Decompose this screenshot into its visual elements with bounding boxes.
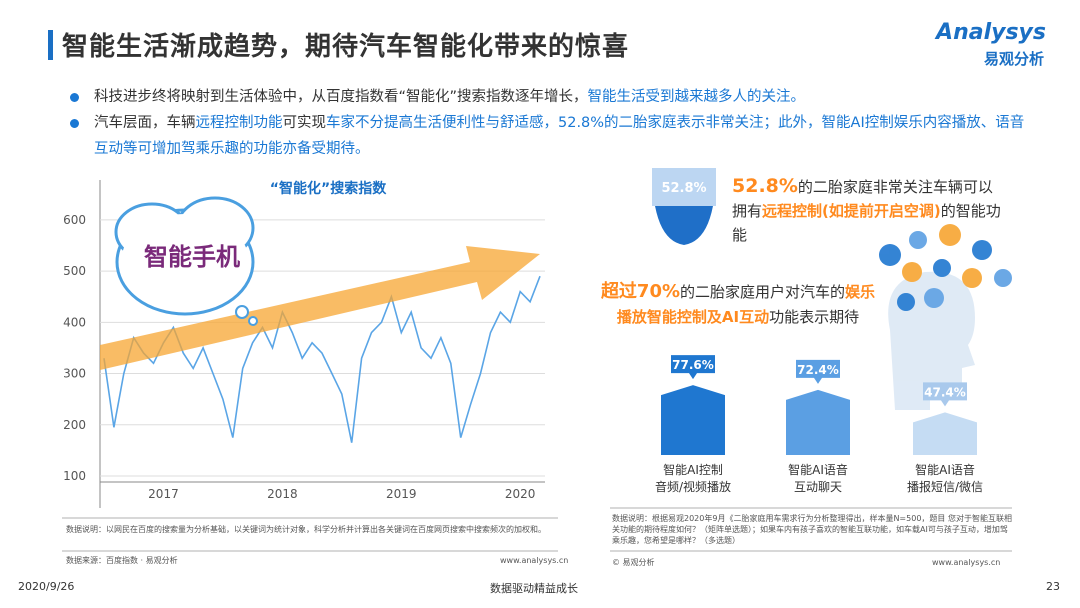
- note: 数据说明：以网民在百度的搜索量为分析基础，以关键词为统计对象，科学分析并计算出各…: [66, 525, 546, 534]
- source: 数据来源：百度指数 · 易观分析: [66, 556, 178, 565]
- bullet-text: 可实现: [282, 115, 327, 131]
- cloud-bubble: [235, 305, 249, 319]
- callout-text: 的二胎家庭非常关注车辆可以拥有: [732, 178, 993, 220]
- value-label: 77.6%: [672, 358, 714, 372]
- url: www.analysys.cn: [500, 556, 569, 565]
- bullet-text: 远程控制功能: [195, 115, 283, 131]
- cloud: [180, 201, 250, 255]
- icon: [962, 268, 982, 288]
- value-badge: [671, 355, 715, 380]
- title-accent: [48, 30, 53, 60]
- value-label: 72.4%: [797, 363, 839, 377]
- callout-text: 功能表示期待: [769, 308, 860, 326]
- logo-sub: 易观分析: [983, 50, 1044, 68]
- callout: 52.8%的二胎家庭非常关注车辆可以拥有远程控制(如提前开启空调)的智能功能: [732, 174, 1002, 247]
- icon: [902, 262, 922, 282]
- x-tick-label: 2020: [505, 487, 536, 501]
- icon: [994, 269, 1012, 287]
- value-badge: [923, 382, 967, 407]
- bar-layer: 77.6%智能AI控制音频/视频播放72.4%智能AI语音互动聊天47.4%智能…: [655, 355, 983, 494]
- bar: [913, 412, 977, 455]
- chart-title: “智能化”搜索指数: [270, 180, 387, 197]
- footer-slogan: 数据驱动精益成长: [490, 582, 578, 595]
- callout-text: 的智能功能: [732, 202, 1001, 244]
- icon: [897, 293, 915, 311]
- note: 数据说明：根据易观2020年9月《二胎家庭用车需求行为分析整理得出，样本量N=5…: [612, 514, 1012, 545]
- x-tick-label: 2017: [148, 487, 179, 501]
- footer-date: 2020/9/26: [18, 580, 75, 593]
- category-label: 互动聊天: [794, 480, 842, 494]
- bullet: 汽车层面，车辆远程控制功能可实现车家不分提高生活便利性与舒适感，52.8%的二胎…: [66, 110, 1026, 162]
- bullet-dot: [70, 93, 79, 102]
- icon: [972, 240, 992, 260]
- category-label: 智能AI语音: [915, 462, 975, 477]
- y-tick-label: 300: [63, 367, 86, 381]
- y-tick-label: 200: [63, 418, 86, 432]
- url: www.analysys.cn: [932, 558, 1001, 567]
- value-badge: [796, 359, 840, 384]
- bullet-text: 车家不分提高生活便利性与舒适感，52.8%的二胎家庭表示非常关注；此外，智能AI…: [94, 115, 1025, 157]
- head-icon: [879, 224, 1012, 410]
- callout-text: 超过70%: [600, 281, 681, 302]
- y-tick-label: 400: [63, 315, 86, 329]
- bullet-text: 科技进步终将映射到生活体验中，从百度指数看“智能化”搜索指数逐年增长，: [94, 89, 588, 105]
- x-tick-label: 2018: [267, 487, 298, 501]
- bullet-text: 智能生活受到越来越多人的关注。: [587, 89, 806, 105]
- bowl-top: [652, 168, 716, 206]
- callout: 超过70%的二胎家庭用户对汽车的娱乐播放智能控制及AI互动功能表示期待: [598, 279, 878, 330]
- y-tick-label: 100: [63, 469, 86, 483]
- icon: [924, 288, 944, 308]
- bar: [661, 385, 725, 455]
- bullets: 科技进步终将映射到生活体验中，从百度指数看“智能化”搜索指数逐年增长，智能生活受…: [66, 84, 1026, 162]
- category-label: 播报短信/微信: [907, 479, 983, 494]
- y-tick-label: 500: [63, 264, 86, 278]
- bullet-text: 汽车层面，车辆: [94, 115, 196, 131]
- icon: [879, 244, 901, 266]
- word-cloud: 智能手机: [114, 196, 258, 326]
- callout-text: 52.8%: [732, 175, 798, 197]
- cloud-word: 智能手机: [144, 243, 240, 271]
- page-number: 23: [1046, 580, 1060, 593]
- cloud: [119, 207, 185, 257]
- icon: [933, 259, 951, 277]
- source: © 易观分析: [612, 558, 655, 567]
- cloud-bubble: [248, 316, 258, 326]
- callout-text: 娱乐播放智能控制及AI互动: [616, 283, 876, 326]
- x-tick-label: 2019: [386, 487, 417, 501]
- bowl: 52.8%: [652, 168, 716, 245]
- callout-text: 的二胎家庭用户对汽车的: [680, 283, 846, 301]
- category-label: 智能AI控制: [663, 462, 723, 477]
- bar: [786, 389, 850, 455]
- bullet-dot: [70, 119, 79, 128]
- callout-text: 远程控制(如提前开启空调): [762, 202, 941, 220]
- logo: Analysys: [936, 20, 1046, 45]
- y-tick-label: 600: [63, 213, 86, 227]
- bullet: 科技进步终将映射到生活体验中，从百度指数看“智能化”搜索指数逐年增长，智能生活受…: [66, 84, 1026, 110]
- category-label: 智能AI语音: [788, 462, 848, 477]
- icon: [939, 224, 961, 246]
- category-label: 音频/视频播放: [655, 479, 731, 494]
- slide-title: 智能生活渐成趋势，期待汽车智能化带来的惊喜: [62, 32, 630, 62]
- value-label: 47.4%: [924, 385, 966, 399]
- trend-arrow: [100, 246, 540, 370]
- icon: [909, 231, 927, 249]
- bowl-label: 52.8%: [661, 181, 706, 196]
